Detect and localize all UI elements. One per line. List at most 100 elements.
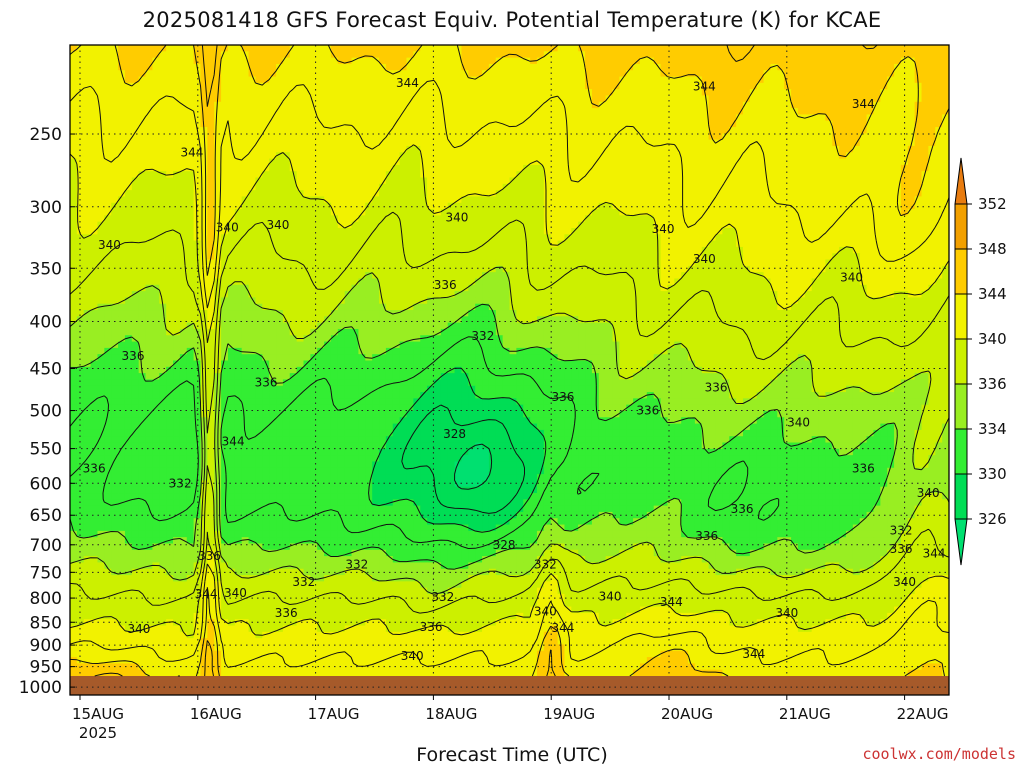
heatmap-cell bbox=[468, 265, 476, 273]
heatmap-cell bbox=[591, 265, 600, 273]
heatmap-cell bbox=[118, 95, 126, 103]
heatmap-cell bbox=[770, 139, 778, 147]
heatmap-cell bbox=[186, 227, 195, 235]
heatmap-cell bbox=[578, 95, 586, 103]
heatmap-cell bbox=[571, 221, 579, 229]
heatmap-cell bbox=[585, 265, 593, 273]
heatmap-cell bbox=[598, 51, 607, 59]
heatmap-cell bbox=[639, 202, 648, 210]
heatmap-cell bbox=[633, 202, 641, 210]
heatmap-cell bbox=[221, 265, 229, 273]
heatmap-cell bbox=[379, 177, 387, 185]
heatmap-cell bbox=[742, 265, 751, 273]
heatmap-cell bbox=[76, 108, 85, 116]
heatmap-cell bbox=[543, 82, 552, 90]
heatmap-cell bbox=[784, 120, 792, 128]
heatmap-cell bbox=[152, 240, 160, 248]
heatmap-cell bbox=[317, 215, 325, 223]
heatmap-cell bbox=[564, 227, 572, 235]
heatmap-cell bbox=[797, 177, 806, 185]
heatmap-cell bbox=[330, 284, 339, 292]
heatmap-cell bbox=[255, 164, 263, 172]
heatmap-cell bbox=[585, 51, 593, 59]
heatmap-cell bbox=[468, 51, 476, 59]
heatmap-cell bbox=[310, 57, 318, 65]
heatmap-cell bbox=[715, 82, 723, 90]
heatmap-cell bbox=[797, 145, 806, 153]
heatmap-cell bbox=[701, 158, 710, 166]
heatmap-cell bbox=[550, 265, 559, 273]
heatmap-cell bbox=[907, 234, 916, 242]
heatmap-cell bbox=[509, 183, 517, 191]
heatmap-cell bbox=[894, 63, 902, 71]
heatmap-cell bbox=[509, 57, 517, 65]
heatmap-cell bbox=[262, 240, 270, 248]
heatmap-cell bbox=[928, 127, 936, 134]
heatmap-cell bbox=[845, 278, 854, 286]
heatmap-cell bbox=[763, 259, 772, 267]
heatmap-cell bbox=[76, 246, 85, 254]
heatmap-cell bbox=[543, 164, 552, 172]
heatmap-cell bbox=[928, 101, 936, 109]
heatmap-cell bbox=[818, 133, 826, 141]
heatmap-cell bbox=[681, 209, 689, 216]
heatmap-cell bbox=[234, 215, 243, 223]
heatmap-cell bbox=[921, 171, 929, 179]
heatmap-cell bbox=[358, 139, 366, 147]
heatmap-cell bbox=[330, 227, 339, 235]
heatmap-cell bbox=[454, 76, 463, 84]
heatmap-cell bbox=[351, 234, 360, 242]
heatmap-cell bbox=[145, 158, 154, 166]
heatmap-cell bbox=[667, 221, 675, 229]
heatmap-cell bbox=[674, 120, 682, 128]
heatmap-cell bbox=[173, 190, 181, 198]
heatmap-cell bbox=[667, 51, 675, 59]
heatmap-cell bbox=[76, 209, 85, 216]
heatmap-cell bbox=[612, 51, 620, 59]
heatmap-cell bbox=[523, 278, 531, 286]
heatmap-cell bbox=[118, 120, 126, 128]
heatmap-cell bbox=[413, 284, 421, 292]
heatmap-cell bbox=[372, 63, 380, 71]
heatmap-cell bbox=[76, 152, 85, 160]
heatmap-cell bbox=[825, 265, 833, 273]
heatmap-cell bbox=[873, 82, 881, 90]
heatmap-cell bbox=[660, 57, 669, 65]
heatmap-cell bbox=[351, 240, 360, 248]
heatmap-cell bbox=[749, 45, 758, 52]
heatmap-cell bbox=[118, 278, 126, 286]
heatmap-cell bbox=[379, 259, 387, 267]
heatmap-cell bbox=[887, 89, 895, 97]
heatmap-cell bbox=[276, 108, 284, 116]
heatmap-cell bbox=[365, 278, 373, 286]
heatmap-cell bbox=[427, 70, 435, 78]
heatmap-cell bbox=[585, 63, 593, 71]
heatmap-cell bbox=[921, 215, 929, 223]
heatmap-cell bbox=[839, 120, 847, 128]
heatmap-cell bbox=[372, 234, 380, 242]
heatmap-cell bbox=[365, 171, 373, 179]
heatmap-cell bbox=[591, 209, 600, 216]
heatmap-cell bbox=[221, 253, 229, 261]
heatmap-cell bbox=[804, 259, 813, 267]
heatmap-cell bbox=[942, 278, 949, 286]
heatmap-cell bbox=[804, 89, 813, 97]
heatmap-cell bbox=[660, 259, 669, 267]
heatmap-cell bbox=[756, 240, 765, 248]
heatmap-cell bbox=[310, 202, 318, 210]
heatmap-cell bbox=[935, 234, 943, 242]
heatmap-cell bbox=[221, 133, 229, 141]
heatmap-cell bbox=[83, 209, 92, 216]
heatmap-cell bbox=[221, 45, 229, 52]
heatmap-cell bbox=[681, 259, 689, 267]
heatmap-cell bbox=[694, 76, 703, 84]
heatmap-cell bbox=[97, 190, 105, 198]
heatmap-cell bbox=[427, 177, 435, 185]
heatmap-cell bbox=[179, 70, 188, 78]
heatmap-cell bbox=[385, 108, 394, 116]
heatmap-cell bbox=[468, 171, 476, 179]
heatmap-cell bbox=[523, 183, 531, 191]
heatmap-cell bbox=[900, 209, 909, 216]
heatmap-cell bbox=[358, 278, 366, 286]
heatmap-cell bbox=[509, 76, 517, 84]
